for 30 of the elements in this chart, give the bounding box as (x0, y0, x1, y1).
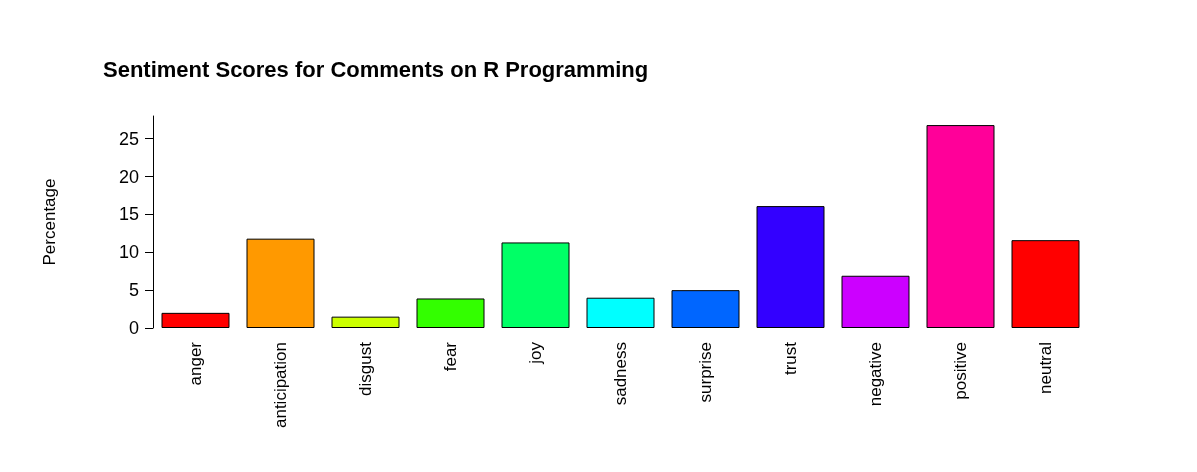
bar (926, 125, 995, 328)
bar (501, 242, 570, 328)
y-tick-label: 20 (118, 166, 139, 187)
x-tick-label: trust (781, 341, 800, 376)
y-tick-label: 15 (118, 204, 139, 225)
bar (161, 312, 230, 328)
x-tick-label: joy (526, 341, 545, 365)
bar (841, 275, 910, 328)
y-tick-label: 25 (118, 128, 139, 149)
bar (756, 206, 825, 328)
x-tick-label: fear (441, 341, 460, 372)
x-tick-label: negative (866, 342, 885, 407)
x-tick-label: anger (186, 341, 205, 386)
chart-title: Sentiment Scores for Comments on R Programming (103, 56, 649, 82)
bar (671, 290, 740, 328)
x-tick-label: neutral (1036, 342, 1055, 394)
y-tick-label: 0 (128, 318, 139, 338)
y-tick-label: 5 (128, 280, 139, 301)
bar (586, 297, 655, 328)
y-axis-title: Percentage (40, 178, 59, 266)
x-tick-label: disgust (356, 341, 375, 396)
x-tick-label: anticipation (271, 342, 290, 429)
bar (1011, 240, 1080, 328)
bar (416, 298, 485, 328)
x-tick-label: sadness (611, 342, 630, 406)
x-tick-label: surprise (696, 342, 715, 403)
x-tick-label: positive (951, 342, 970, 400)
bar (331, 316, 400, 328)
y-tick-label: 10 (118, 242, 139, 263)
bar (246, 238, 315, 328)
